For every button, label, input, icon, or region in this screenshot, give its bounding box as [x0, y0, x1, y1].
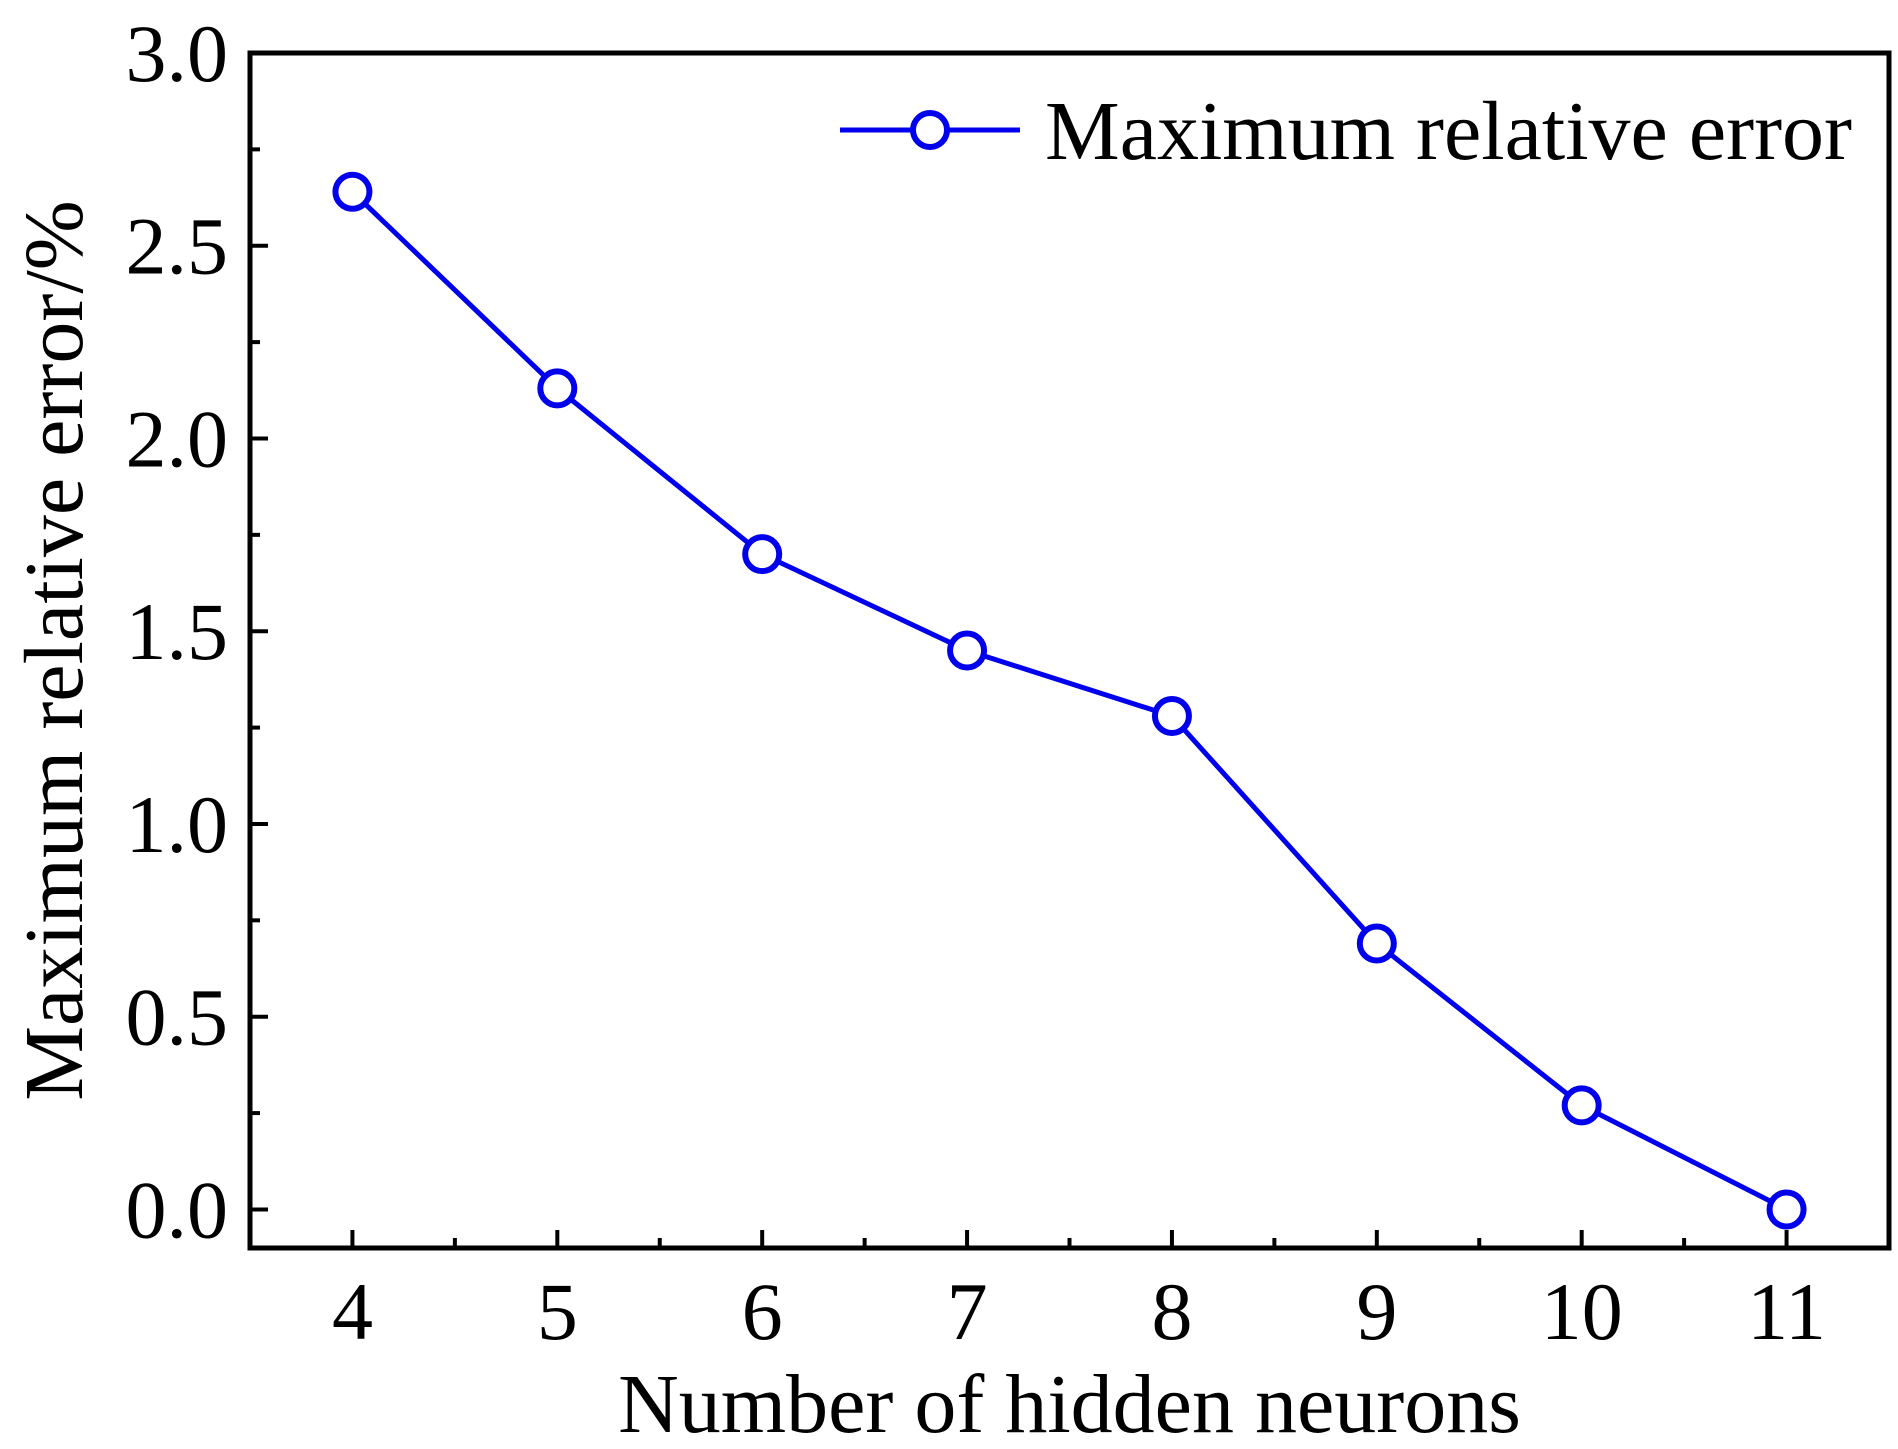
- series-line: [350, 189, 1788, 1212]
- legend-series-label: Maximum relative error: [1045, 85, 1852, 178]
- data-point-marker: [1356, 923, 1397, 964]
- data-point-marker: [537, 368, 578, 409]
- x-tick-label: 10: [1541, 1266, 1623, 1357]
- y-tick-label: 0.5: [126, 972, 229, 1063]
- data-point-marker: [1151, 696, 1192, 737]
- x-tick-label: 8: [1151, 1266, 1192, 1357]
- y-axis-title: Maximum relative error/%: [8, 200, 101, 1100]
- y-tick-label: 3.0: [126, 8, 229, 99]
- data-point-marker: [1561, 1085, 1602, 1126]
- legend-marker-circle: [910, 110, 950, 150]
- x-tick-label: 7: [947, 1266, 988, 1357]
- y-tick-label: 1.5: [126, 586, 229, 677]
- data-point-marker: [742, 534, 783, 575]
- x-tick-label: 9: [1356, 1266, 1397, 1357]
- plot-frame: [247, 50, 1892, 1251]
- x-tick-label: 11: [1747, 1266, 1826, 1357]
- y-tick-label: 2.5: [126, 201, 229, 292]
- y-tick-label: 0.0: [126, 1164, 229, 1255]
- data-point-marker: [1766, 1189, 1807, 1230]
- legend: Maximum relative error: [840, 85, 1852, 178]
- data-point-marker: [332, 171, 373, 212]
- y-tick-label: 2.0: [126, 393, 229, 484]
- x-tick-label: 4: [332, 1266, 373, 1357]
- x-tick-label: 5: [537, 1266, 578, 1357]
- x-axis-title: Number of hidden neurons: [618, 1358, 1521, 1449]
- y-tick-label: 1.0: [126, 779, 229, 870]
- x-tick-label: 6: [742, 1266, 783, 1357]
- data-point-marker: [947, 630, 988, 671]
